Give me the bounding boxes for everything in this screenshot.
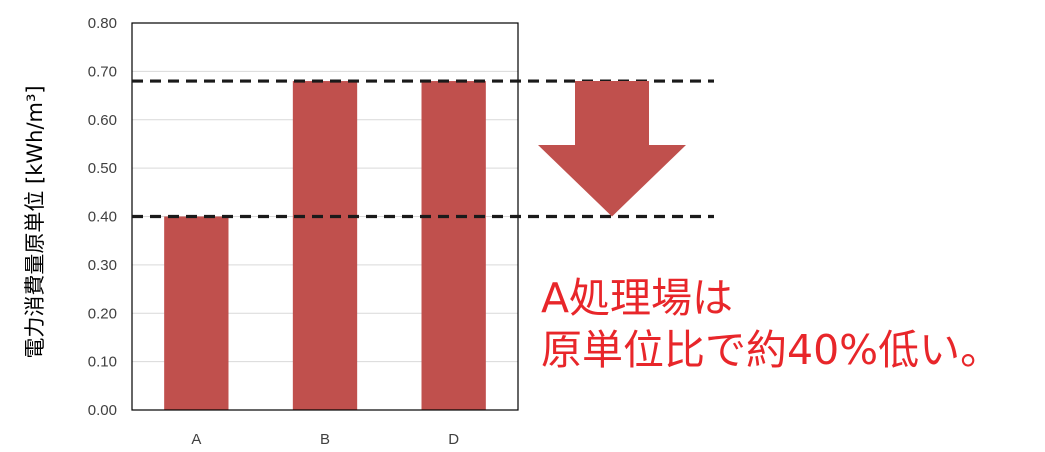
bar-B <box>292 81 358 411</box>
y-tick-label: 0.10 <box>88 354 117 371</box>
y-tick-label: 0.30 <box>88 257 117 274</box>
bar-D <box>421 81 486 411</box>
y-tick-label: 0.00 <box>88 402 117 419</box>
bars <box>164 81 486 411</box>
reference-lines <box>132 79 714 219</box>
y-tick-label: 0.40 <box>88 209 117 226</box>
x-tick-label: B <box>320 431 330 448</box>
y-axis-ticks: 0.00 0.10 0.20 0.30 0.40 0.50 0.60 0.70 0.80 <box>88 15 117 419</box>
annotation-line-2: 原単位比で約40%低い。 <box>541 326 1002 374</box>
y-tick-label: 0.70 <box>88 63 117 80</box>
bar-A <box>164 216 229 410</box>
y-tick-label: 0.20 <box>88 305 117 322</box>
y-tick-label: 0.60 <box>88 112 117 129</box>
x-tick-label: D <box>448 431 459 448</box>
down-arrow-icon <box>538 81 686 217</box>
y-axis-label: 電力消費量原単位 [kWh/m³] <box>23 85 47 358</box>
x-tick-label: A <box>191 431 201 448</box>
y-tick-label: 0.80 <box>88 15 117 32</box>
annotation-line-1: A処理場は <box>541 274 734 322</box>
annotation-text: A処理場は 原単位比で約40%低い。 <box>541 272 1001 376</box>
y-tick-label: 0.50 <box>88 160 117 177</box>
